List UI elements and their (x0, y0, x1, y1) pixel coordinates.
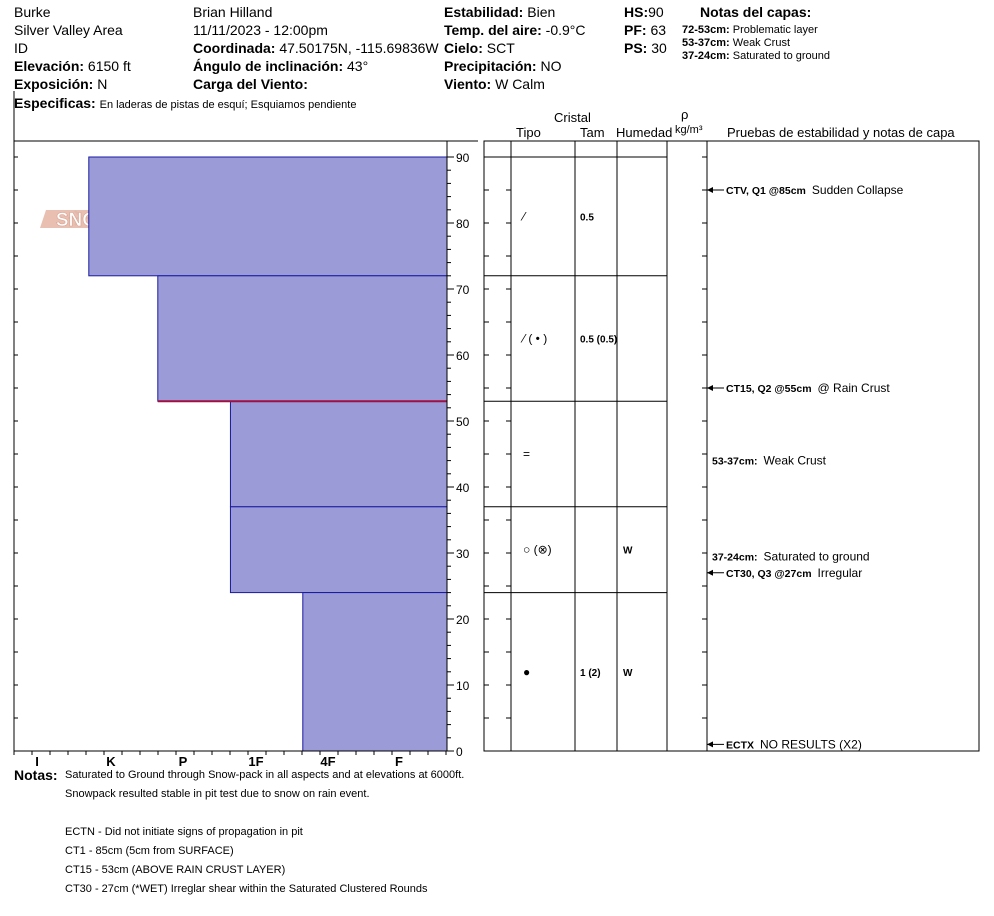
wind: Viento: W Calm (444, 76, 545, 92)
hardness-tick-label: 4F (320, 754, 335, 769)
hardness-tick-label: I (35, 754, 39, 769)
note-line: CT1 - 85cm (5cm from SURFACE) (65, 845, 234, 857)
note-line: Snowpack resulted stable in pit test due… (65, 788, 370, 800)
test-note: @ Rain Crust (818, 381, 891, 395)
wind-load: Carga del Viento: (193, 76, 308, 92)
layer-note-2: 53-37cm: Weak Crust (682, 37, 791, 49)
test-arrowhead (707, 187, 713, 193)
crystal-size: 0.5 (0.5) (580, 335, 617, 346)
crystal-moisture: W (623, 546, 633, 557)
test-code: CT30, Q3 @27cm (726, 568, 812, 580)
note-line: Saturated to Ground through Snow-pack in… (65, 769, 465, 781)
table-frame (483, 140, 980, 752)
test-code: ECTX (726, 739, 754, 751)
test-code: 37-24cm: (712, 551, 758, 563)
pf: PF: 63 (624, 22, 667, 38)
crystal-type: ⁄ ( • ) (520, 332, 547, 346)
depth-tick-label: 20 (456, 613, 470, 627)
col-density-unit: kg/m³ (675, 124, 703, 136)
test-note: Saturated to ground (764, 549, 870, 563)
note-line: ECTN - Did not initiate signs of propaga… (65, 826, 303, 838)
layer-notes-title: Notas del capas: (700, 4, 812, 20)
location-state: ID (14, 40, 28, 56)
depth-tick-label: 70 (456, 283, 470, 297)
crystal-type: = (523, 447, 530, 461)
test-note: Irregular (818, 566, 863, 580)
hardness-layer-bar (157, 275, 448, 402)
note-line: CT15 - 53cm (ABOVE RAIN CRUST LAYER) (65, 864, 286, 876)
col-cristal: Cristal (554, 110, 591, 125)
depth-tick-label: 30 (456, 547, 470, 561)
hardness-layer-bar (302, 592, 448, 752)
test-code: CT15, Q2 @55cm (726, 383, 812, 395)
depth-tick-label: 80 (456, 217, 470, 231)
col-humedad: Humedad (616, 125, 673, 140)
col-tipo: Tipo (516, 125, 541, 140)
datetime: 11/11/2023 - 12:00pm (193, 22, 328, 38)
test-note: NO RESULTS (X2) (760, 737, 862, 751)
crystal-moisture: W (623, 668, 633, 679)
depth-tick-label: 60 (456, 349, 470, 363)
depth-tick-label: 90 (456, 151, 470, 165)
col-rho: ρ (681, 107, 689, 122)
crystal-type: ○ (⊗) (523, 543, 552, 557)
depth-tick-label: 40 (456, 481, 470, 495)
test-code: 53-37cm: (712, 456, 758, 468)
col-tam: Tam (580, 125, 605, 140)
hardness-tick-label: P (179, 754, 188, 769)
ps: PS: 30 (624, 40, 667, 56)
test-arrowhead (707, 385, 713, 391)
test-code: CTV, Q1 @85cm (726, 185, 806, 197)
layer-note-1: 72-53cm: Problematic layer (682, 24, 818, 36)
hardness-tick-label: K (106, 754, 116, 769)
layer-note-3: 37-24cm: Saturated to ground (682, 50, 831, 62)
crystal-size: 0.5 (580, 212, 594, 223)
crystal-type: ● (523, 665, 530, 679)
hardness-layer-bar (229, 400, 448, 508)
hardness-layer-bar (88, 156, 448, 277)
location-area: Silver Valley Area (14, 22, 123, 38)
test-arrowhead (707, 569, 713, 576)
specifics: Especificas: En laderas de pistas de esq… (14, 95, 357, 111)
elevation: Elevación: 6150 ft (14, 58, 131, 74)
coordinates: Coordinada: 47.50175N, -115.69836W (193, 40, 439, 56)
test-note: Sudden Collapse (812, 183, 904, 197)
crystal-type: ⁄ (520, 209, 527, 223)
observer: Brian Hilland (193, 4, 273, 20)
crystal-size: 1 (2) (580, 668, 601, 679)
depth-tick-label: 10 (456, 679, 470, 693)
notes-label: Notas: (14, 767, 58, 783)
precipitation: Precipitación: NO (444, 58, 562, 74)
depth-tick-label: 50 (456, 415, 470, 429)
air-temp: Temp. del aire: -0.9°C (444, 22, 586, 38)
hs: HS:90 (624, 4, 664, 20)
test-note: Weak Crust (764, 454, 827, 468)
note-line: CT30 - 27cm (*WET) Irreglar shear within… (65, 883, 428, 895)
exposition: Exposición: N (14, 76, 108, 92)
depth-tick-label: 0 (456, 745, 463, 759)
slope-angle: Ángulo de inclinación: 43° (193, 58, 369, 74)
stability: Estabilidad: Bien (444, 4, 556, 20)
hardness-layer-bar (229, 506, 448, 594)
col-tests: Pruebas de estabilidad y notas de capa (727, 125, 955, 140)
test-arrowhead (707, 741, 713, 748)
sky: Cielo: SCT (444, 40, 515, 56)
location-town: Burke (14, 4, 51, 20)
hardness-tick-label: 1F (248, 754, 263, 769)
hardness-tick-label: F (395, 754, 403, 769)
